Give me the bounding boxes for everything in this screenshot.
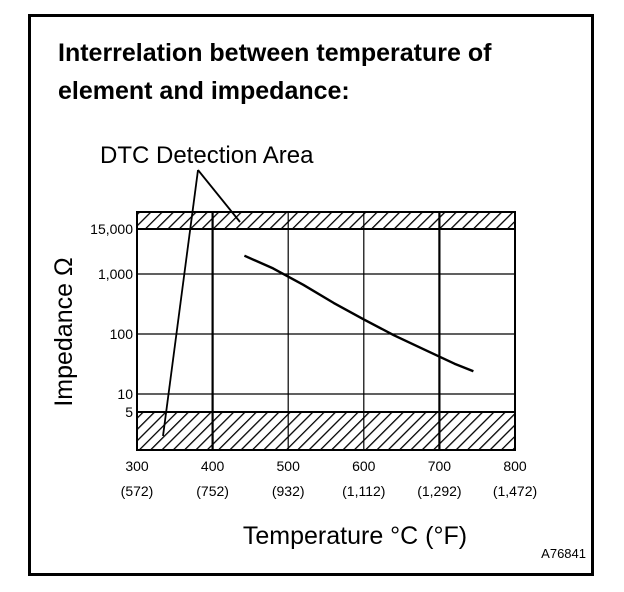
plot-area-border [136, 211, 516, 451]
shaded-band-1 [136, 411, 516, 451]
series-line-0 [243, 254, 474, 373]
annotation-label: DTC Detection Area [100, 142, 314, 169]
annotation-leader-high [197, 169, 241, 223]
figure-frame [28, 14, 594, 576]
x-tick-sublabel: (752) [196, 483, 229, 499]
x-tick-label: 800 [503, 458, 527, 474]
y-tick-label: 15,000 [90, 221, 133, 237]
x-axis-label: Temperature °C (°F) [243, 522, 467, 550]
x-tick-sublabel: (1,112) [342, 483, 385, 499]
x-tick-sublabel: (1,472) [493, 483, 537, 499]
y-axis-label: Impedance Ω [50, 257, 78, 406]
x-tick-sublabel: (1,292) [417, 483, 461, 499]
y-tick-label: 10 [117, 386, 133, 402]
x-tick-sublabel: (572) [121, 483, 154, 499]
x-tick-label: 300 [125, 458, 149, 474]
figure-code: A76841 [541, 546, 586, 561]
chart-title: Interrelation between temperature of ele… [58, 39, 492, 105]
x-tick-label: 500 [277, 458, 301, 474]
annotation-leader-low [162, 169, 199, 437]
x-tick-label: 700 [428, 458, 452, 474]
y-tick-label: 5 [125, 404, 133, 420]
y-tick-label: 1,000 [98, 266, 133, 282]
shaded-band-0 [136, 211, 516, 230]
x-tick-label: 400 [201, 458, 225, 474]
x-tick-label: 600 [352, 458, 376, 474]
y-tick-label: 100 [110, 326, 134, 342]
x-tick-sublabel: (932) [272, 483, 305, 499]
